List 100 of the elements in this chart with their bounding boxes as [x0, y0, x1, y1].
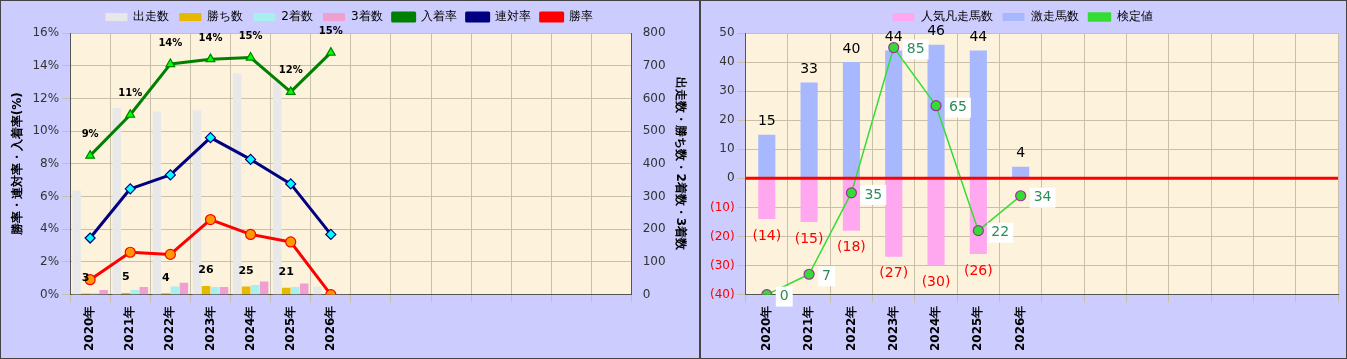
legend-label: 2着数	[281, 9, 314, 24]
x-tick-label: 2020年	[82, 305, 97, 352]
bar	[170, 286, 180, 295]
bar	[139, 287, 149, 295]
data-label: 5	[121, 270, 130, 284]
data-label: 9%	[81, 128, 99, 140]
y-tick-label: 16%	[32, 25, 60, 40]
legend-label: 出走数	[133, 9, 170, 24]
y2-tick-label: 100	[642, 254, 666, 269]
y2-tick-label: 800	[642, 25, 666, 40]
point	[205, 53, 216, 63]
point	[803, 268, 815, 280]
point	[325, 47, 336, 56]
data-label: 11%	[118, 87, 143, 99]
y-tick-label: (40)	[709, 286, 735, 301]
data-label: 7	[822, 266, 832, 283]
point	[1015, 190, 1027, 202]
data-label: 44	[884, 28, 903, 45]
data-label: 85	[906, 40, 925, 57]
x-tick-label: 2021年	[801, 305, 816, 352]
data-label: 35	[864, 185, 883, 202]
legend-label: 人気凡走馬数	[920, 9, 993, 24]
data-label: (14)	[752, 226, 782, 243]
x-tick-label: 2024年	[928, 305, 943, 352]
bar	[99, 290, 108, 295]
y2-tick-label: 0	[642, 286, 651, 301]
legend-label: 激走馬数	[1030, 9, 1079, 24]
y-tick-label: 2%	[40, 254, 60, 269]
point	[164, 169, 176, 181]
data-label: 22	[991, 223, 1010, 240]
x-tick-label: 2022年	[843, 305, 858, 352]
x-tick-label: 2026年	[322, 305, 337, 352]
bar	[885, 178, 903, 257]
bar	[800, 178, 818, 222]
bar	[885, 50, 903, 178]
legend-label: 勝ち数	[207, 9, 244, 24]
y-tick-label: 30	[719, 83, 735, 98]
point	[84, 232, 96, 244]
data-label: 46	[927, 22, 946, 39]
bar	[152, 111, 162, 295]
bar	[299, 283, 309, 295]
x-tick-label: 2026年	[1012, 305, 1027, 352]
y-tick-label: (30)	[709, 257, 735, 272]
bar	[72, 190, 81, 295]
data-label: (26)	[963, 261, 993, 278]
bar	[241, 286, 251, 295]
point	[244, 228, 257, 241]
data-label: 15	[757, 112, 776, 129]
legend-label: 検定値	[1116, 9, 1153, 24]
data-label: 34	[1033, 188, 1052, 205]
x-tick-label: 2023年	[202, 305, 217, 352]
point	[85, 150, 96, 159]
point	[204, 213, 217, 226]
data-label: 65	[949, 98, 967, 115]
point	[930, 100, 942, 112]
x-tick-label: 2022年	[162, 305, 177, 352]
point	[845, 187, 858, 199]
legend-label: 勝率	[568, 9, 593, 24]
point	[204, 132, 217, 144]
data-label: 25	[238, 263, 254, 277]
legend-label: 連対率	[494, 9, 531, 24]
y2-tick-label: 500	[642, 123, 666, 138]
data-label: 4	[1016, 144, 1026, 161]
data-label: (30)	[921, 273, 951, 290]
data-label: (15)	[794, 229, 824, 246]
point	[285, 236, 297, 248]
y2-tick-label: 700	[642, 57, 666, 72]
y-tick-label: 12%	[32, 90, 60, 105]
bar	[842, 62, 860, 178]
data-label: 40	[842, 39, 861, 56]
point	[245, 51, 256, 61]
point	[165, 58, 176, 68]
point	[124, 183, 136, 195]
legend-label: 3着数	[351, 9, 383, 24]
y-tick-label: 14%	[32, 57, 60, 72]
x-tick-label: 2020年	[758, 305, 773, 352]
y-tick-label: 0	[726, 170, 735, 185]
point	[244, 153, 257, 165]
y2-tick-label: 300	[642, 188, 666, 203]
y2-tick-label: 400	[642, 155, 666, 170]
y-tick-label: 10	[719, 141, 735, 156]
bar	[112, 107, 121, 295]
data-label: 0	[779, 287, 789, 304]
point	[124, 246, 136, 258]
legend-label: 入着率	[420, 9, 457, 24]
y-tick-label: 40	[719, 54, 735, 69]
data-label: (18)	[837, 238, 866, 255]
bar	[130, 290, 140, 295]
y-tick-label: 4%	[40, 221, 60, 236]
bar	[800, 82, 818, 178]
bar	[290, 287, 300, 295]
bar	[927, 178, 945, 266]
x-tick-label: 2023年	[885, 305, 900, 352]
x-tick-label: 2025年	[282, 305, 297, 352]
data-label: 15%	[318, 25, 343, 37]
point	[285, 86, 296, 95]
bar	[969, 50, 987, 178]
bar	[758, 134, 776, 178]
data-label: 44	[969, 28, 988, 45]
data-label: 14%	[198, 31, 223, 43]
